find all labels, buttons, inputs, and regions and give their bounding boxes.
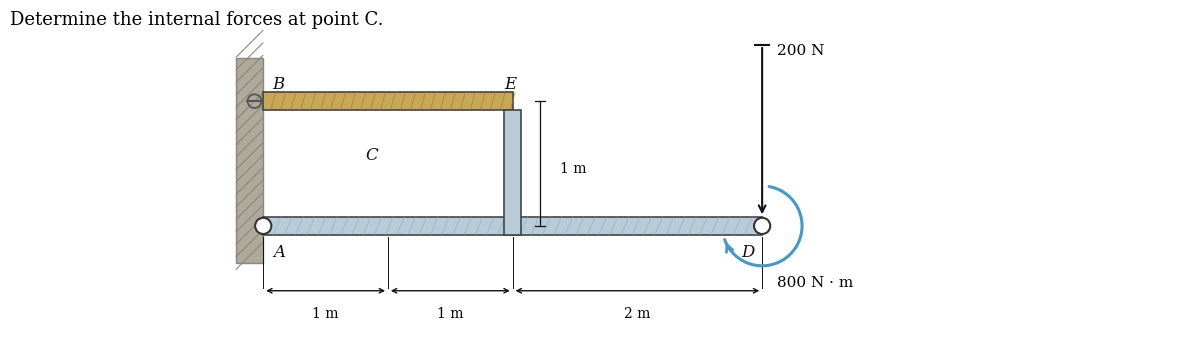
Text: 1 m: 1 m <box>312 307 338 321</box>
Circle shape <box>256 218 271 234</box>
Text: E: E <box>504 76 516 93</box>
Bar <box>263 217 762 235</box>
Bar <box>504 110 522 235</box>
Text: Determine the internal forces at point C.: Determine the internal forces at point C… <box>10 11 383 29</box>
Bar <box>236 57 263 263</box>
Circle shape <box>754 218 770 234</box>
Text: A: A <box>274 244 286 261</box>
Text: C: C <box>366 147 378 164</box>
Text: D: D <box>740 244 755 261</box>
Bar <box>263 93 512 110</box>
Text: 200 N: 200 N <box>778 44 824 58</box>
Text: 1 m: 1 m <box>560 162 587 176</box>
Text: 800 N · m: 800 N · m <box>778 276 853 290</box>
Text: 2 m: 2 m <box>624 307 650 321</box>
Text: B: B <box>272 76 284 93</box>
Text: 1 m: 1 m <box>437 307 463 321</box>
